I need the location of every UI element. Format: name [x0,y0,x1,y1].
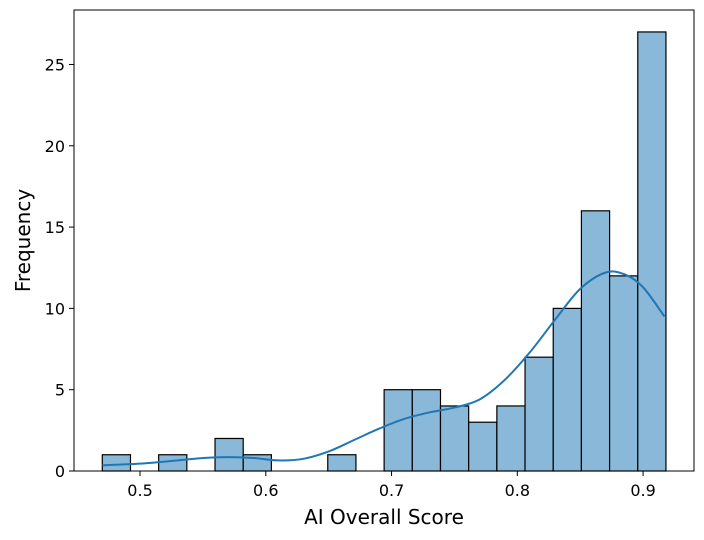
histogram-bar [580,210,611,472]
histogram-bar [327,454,357,472]
x-tick-label: 0.7 [379,481,404,500]
histogram-bar [383,389,413,472]
histogram-bar [101,454,132,472]
kde-curve [102,270,666,467]
y-tick-label: 25 [45,55,65,74]
histogram-bar [524,356,554,472]
histogram-bar [158,454,188,472]
histogram-bar [439,405,470,472]
histogram-bar [496,405,526,472]
histogram-bars [101,31,667,472]
y-axis-ticks: 0 5 10 15 20 25 [45,55,74,481]
histogram-bar [214,437,244,472]
histogram-bar [411,389,442,472]
histogram-bar [468,421,498,472]
x-tick-label: 0.8 [505,481,530,500]
histogram-bar [552,307,583,472]
x-tick-label: 0.5 [127,481,152,500]
histogram-bar [637,31,667,472]
y-axis-label: Frequency [11,189,35,292]
y-tick-label: 0 [55,462,65,481]
y-tick-label: 15 [45,218,65,237]
x-axis-label: AI Overall Score [304,505,464,529]
y-tick-label: 20 [45,137,65,156]
y-tick-label: 10 [45,299,65,318]
x-tick-label: 0.6 [253,481,278,500]
histogram-bar [608,275,639,472]
plot-frame [73,9,695,472]
y-tick-label: 5 [55,381,65,400]
x-axis-ticks: 0.5 0.6 0.7 0.8 0.9 [127,471,656,500]
x-tick-label: 0.9 [630,481,655,500]
